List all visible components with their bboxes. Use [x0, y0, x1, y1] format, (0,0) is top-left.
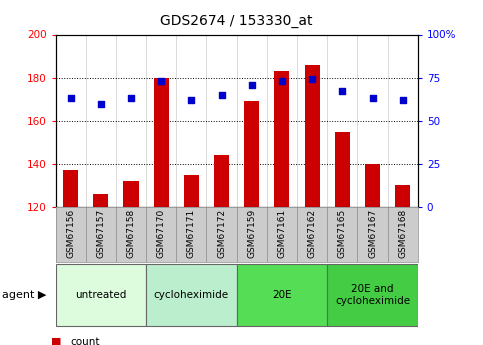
Text: agent ▶: agent ▶ — [2, 290, 47, 300]
Bar — [93, 194, 108, 207]
Text: 20E: 20E — [272, 290, 292, 300]
Bar — [244, 101, 259, 207]
Text: GSM67162: GSM67162 — [308, 209, 317, 258]
Bar — [154, 78, 169, 207]
Text: GSM67156: GSM67156 — [66, 209, 75, 258]
Text: cycloheximide: cycloheximide — [154, 290, 229, 300]
Bar — [365, 164, 380, 207]
Text: GDS2674 / 153330_at: GDS2674 / 153330_at — [160, 14, 313, 28]
Text: untreated: untreated — [75, 290, 127, 300]
Text: GSM67167: GSM67167 — [368, 209, 377, 258]
Text: GSM67161: GSM67161 — [277, 209, 286, 258]
Point — [248, 82, 256, 87]
Point — [157, 78, 165, 84]
Point — [67, 96, 74, 101]
Bar — [214, 155, 229, 207]
FancyBboxPatch shape — [237, 264, 327, 326]
Point — [218, 92, 226, 98]
Bar — [184, 175, 199, 207]
Text: ■: ■ — [51, 337, 61, 345]
Text: GSM67170: GSM67170 — [156, 209, 166, 258]
Text: GSM67168: GSM67168 — [398, 209, 407, 258]
FancyBboxPatch shape — [56, 264, 146, 326]
Bar — [124, 181, 139, 207]
Point — [399, 97, 407, 103]
FancyBboxPatch shape — [146, 264, 237, 326]
Text: GSM67159: GSM67159 — [247, 209, 256, 258]
Text: GSM67157: GSM67157 — [96, 209, 105, 258]
Text: GSM67158: GSM67158 — [127, 209, 136, 258]
FancyBboxPatch shape — [327, 264, 418, 326]
Text: GSM67172: GSM67172 — [217, 209, 226, 258]
Text: GSM67171: GSM67171 — [187, 209, 196, 258]
Point — [278, 78, 286, 84]
Point — [369, 96, 376, 101]
Text: GSM67165: GSM67165 — [338, 209, 347, 258]
Bar — [63, 170, 78, 207]
Point — [97, 101, 105, 106]
Point — [187, 97, 195, 103]
Bar — [335, 131, 350, 207]
Bar — [305, 65, 320, 207]
Point — [339, 89, 346, 94]
Bar — [274, 71, 289, 207]
Point — [127, 96, 135, 101]
Point — [308, 77, 316, 82]
Text: 20E and
cycloheximide: 20E and cycloheximide — [335, 284, 410, 306]
Text: count: count — [70, 337, 99, 345]
Bar — [395, 186, 410, 207]
